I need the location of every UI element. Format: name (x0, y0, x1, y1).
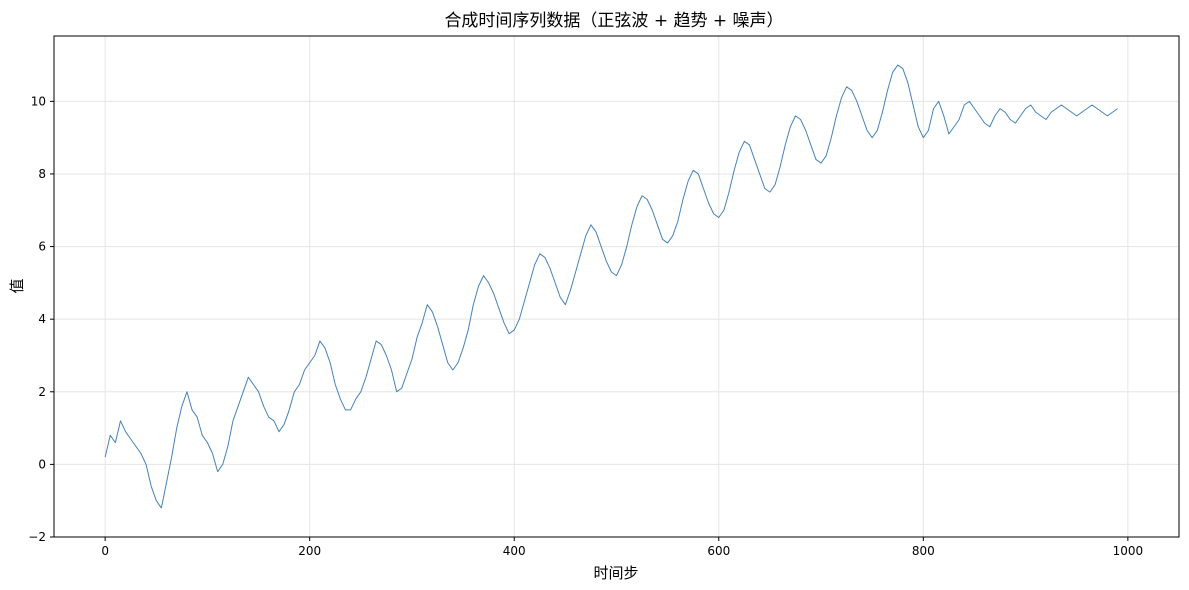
x-axis-label: 时间步 (593, 564, 638, 582)
series-line (104, 64, 1118, 509)
x-tick-label: 1000 (1113, 544, 1144, 558)
y-tick-label: 0 (38, 457, 46, 471)
x-axis: 0 200 400 600 800 1000 (101, 537, 1143, 558)
y-tick-label: −2 (28, 530, 46, 544)
plot-background (54, 36, 1179, 537)
plot-area: 0 200 400 600 800 1000 −2 0 2 4 6 8 10 (28, 35, 1180, 558)
plot-frame (53, 35, 1180, 538)
y-axis-label: 值 (8, 278, 26, 293)
series-layer (104, 64, 1118, 509)
x-tick-label: 0 (101, 544, 109, 558)
y-tick-label: 2 (38, 385, 46, 399)
x-tick-label: 400 (503, 544, 526, 558)
y-tick-label: 4 (38, 312, 46, 326)
chart-title: 合成时间序列数据（正弦波 + 趋势 + 噪声） (444, 11, 783, 31)
y-tick-label: 6 (38, 240, 46, 254)
y-tick-label: 8 (38, 167, 46, 181)
y-tick-label: 10 (31, 94, 46, 108)
x-tick-label: 600 (707, 544, 730, 558)
x-tick-label: 200 (298, 544, 321, 558)
y-axis: −2 0 2 4 6 8 10 (28, 94, 54, 544)
x-tick-label: 800 (912, 544, 935, 558)
